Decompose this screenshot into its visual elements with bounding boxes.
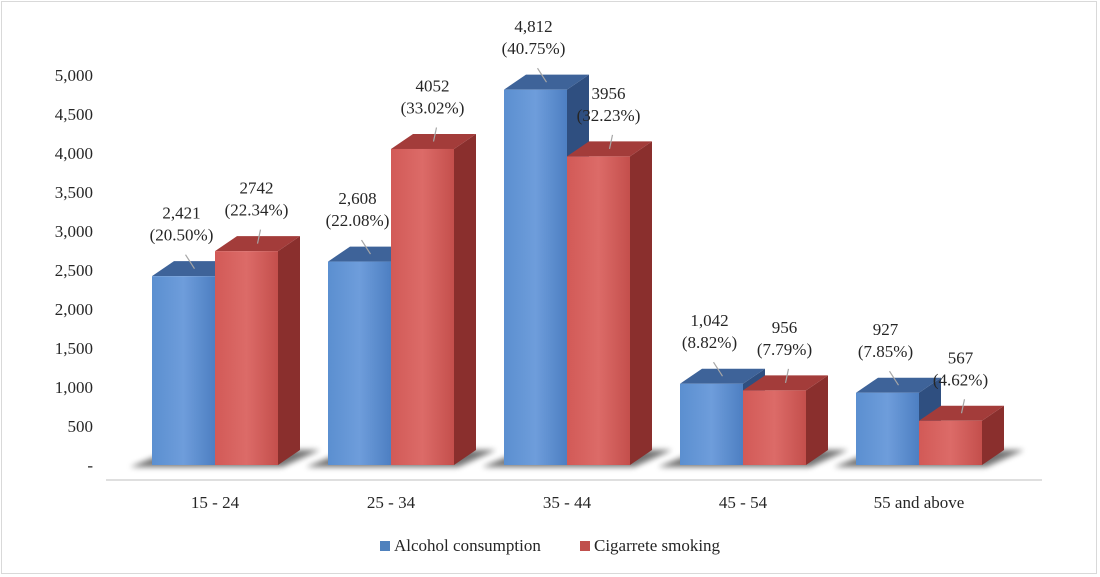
data-label-cigarrete-smoking-45-54: 956 (7.79%) bbox=[757, 318, 812, 384]
y-tick-label: 3,500 bbox=[55, 183, 93, 202]
bar-front bbox=[567, 156, 630, 465]
leader-line bbox=[256, 229, 262, 244]
legend-swatch bbox=[580, 541, 590, 551]
leader-line bbox=[432, 127, 438, 142]
data-label-percent: (20.50%) bbox=[150, 226, 214, 245]
data-label-value: 2,421 bbox=[162, 204, 200, 223]
bar-side bbox=[454, 133, 476, 465]
bar-cigarrete-smoking-15-24 bbox=[215, 236, 300, 465]
data-label-percent: (33.02%) bbox=[401, 98, 465, 117]
data-label-alcohol-consumption-15-24: 2,421 (20.50%) bbox=[150, 204, 214, 269]
y-tick-label: 5,000 bbox=[55, 66, 93, 85]
data-label-percent: (32.23%) bbox=[577, 106, 641, 125]
x-tick-label: 25 - 34 bbox=[367, 493, 416, 512]
leader-line bbox=[712, 361, 724, 377]
legend-item-cigarrete-smoking: Cigarrete smoking bbox=[580, 536, 721, 555]
bar-front bbox=[215, 251, 278, 465]
bar-side bbox=[806, 375, 828, 465]
y-tick-label: 2,500 bbox=[55, 261, 93, 280]
y-tick-label: 1,000 bbox=[55, 378, 93, 397]
x-tick-label: 55 and above bbox=[874, 493, 965, 512]
bar-alcohol-consumption-55-and-above bbox=[856, 377, 941, 465]
data-label-cigarrete-smoking-35-44: 3956 (32.23%) bbox=[577, 84, 641, 150]
bar-cigarrete-smoking-35-44 bbox=[567, 141, 652, 465]
bar-front bbox=[328, 261, 391, 465]
y-axis: - 500 1,000 1,500 2,000 2,500 3,000 3,500 4,000 4… bbox=[55, 66, 94, 475]
bar-side bbox=[630, 141, 652, 465]
data-label-percent: (40.75%) bbox=[502, 39, 566, 58]
bar-side bbox=[982, 405, 1004, 465]
y-tick-label: - bbox=[87, 456, 93, 475]
data-label-percent: (22.08%) bbox=[326, 211, 390, 230]
data-label-percent: (7.85%) bbox=[858, 342, 913, 361]
data-label-value: 4,812 bbox=[514, 17, 552, 36]
y-tick-label: 500 bbox=[68, 417, 94, 436]
bar-front bbox=[919, 420, 982, 465]
legend: Alcohol consumption Cigarrete smoking bbox=[380, 536, 721, 555]
y-tick-label: 4,500 bbox=[55, 105, 93, 124]
bar-front bbox=[152, 276, 215, 465]
y-tick-label: 4,000 bbox=[55, 144, 93, 163]
bar-front bbox=[856, 392, 919, 465]
data-label-value: 956 bbox=[772, 318, 798, 337]
bar-cigarrete-smoking-45-54 bbox=[743, 375, 828, 465]
leader-line bbox=[360, 239, 372, 255]
bars bbox=[152, 74, 1004, 465]
leader-line bbox=[536, 67, 548, 83]
data-label-alcohol-consumption-55-and-above: 927 (7.85%) bbox=[858, 320, 913, 386]
leader-line bbox=[784, 368, 790, 384]
legend-label: Cigarrete smoking bbox=[594, 536, 721, 555]
data-label-cigarrete-smoking-25-34: 4052 (33.02%) bbox=[401, 76, 465, 142]
bar-cigarrete-smoking-55-and-above bbox=[919, 405, 1004, 465]
data-label-value: 927 bbox=[873, 320, 899, 339]
bar-front bbox=[680, 383, 743, 465]
data-label-value: 2,608 bbox=[338, 189, 376, 208]
data-label-cigarrete-smoking-55-and-above: 567 (4.62%) bbox=[933, 348, 988, 414]
data-label-alcohol-consumption-25-34: 2,608 (22.08%) bbox=[326, 189, 390, 255]
bar-front bbox=[391, 148, 454, 465]
data-label-percent: (22.34%) bbox=[225, 201, 289, 220]
data-label-value: 1,042 bbox=[690, 311, 728, 330]
bar-front bbox=[504, 89, 567, 465]
bar-front bbox=[743, 390, 806, 465]
data-label-alcohol-consumption-45-54: 1,042 (8.82%) bbox=[682, 311, 737, 377]
data-label-percent: (4.62%) bbox=[933, 370, 988, 389]
bar-cigarrete-smoking-25-34 bbox=[391, 133, 476, 465]
data-label-value: 4052 bbox=[416, 76, 450, 95]
leader-line bbox=[960, 399, 966, 414]
x-tick-label: 35 - 44 bbox=[543, 493, 592, 512]
leader-line bbox=[888, 370, 900, 386]
x-tick-label: 15 - 24 bbox=[191, 493, 240, 512]
data-label-alcohol-consumption-35-44: 4,812 (40.75%) bbox=[502, 17, 566, 83]
y-tick-label: 3,000 bbox=[55, 222, 93, 241]
legend-label: Alcohol consumption bbox=[394, 536, 541, 555]
y-tick-label: 1,500 bbox=[55, 339, 93, 358]
y-tick-label: 2,000 bbox=[55, 300, 93, 319]
data-label-cigarrete-smoking-15-24: 2742 (22.34%) bbox=[225, 179, 289, 244]
x-tick-label: 45 - 54 bbox=[719, 493, 768, 512]
legend-swatch bbox=[380, 541, 390, 551]
x-axis: 15 - 24 25 - 34 35 - 44 45 - 54 55 and above bbox=[106, 479, 1042, 512]
data-label-percent: (7.79%) bbox=[757, 340, 812, 359]
data-label-value: 567 bbox=[948, 348, 974, 367]
leader-line bbox=[608, 134, 614, 150]
data-label-percent: (8.82%) bbox=[682, 333, 737, 352]
leader-line bbox=[184, 254, 196, 269]
data-label-value: 3956 bbox=[592, 84, 626, 103]
data-label-value: 2742 bbox=[240, 179, 274, 198]
data-labels: 2,421 (20.50%) 2742 (22.34%) 2,608 (22.08%) 40… bbox=[150, 17, 988, 414]
bar-side bbox=[278, 236, 300, 465]
legend-item-alcohol-consumption: Alcohol consumption bbox=[380, 536, 541, 555]
